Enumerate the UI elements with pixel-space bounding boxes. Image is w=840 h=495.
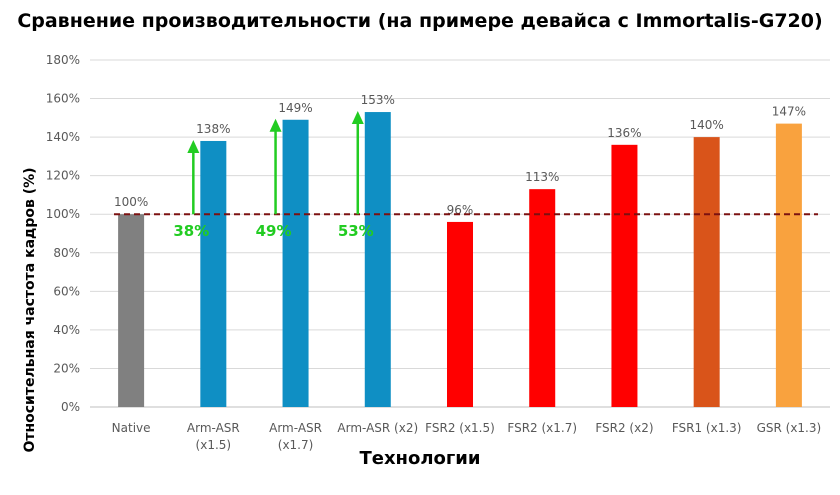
y-tick-label: 120% [46, 169, 80, 183]
y-tick-label: 100% [46, 207, 80, 221]
bar [529, 189, 556, 407]
data-label: 113% [525, 170, 559, 184]
bar [364, 112, 391, 408]
y-tick-label: 80% [53, 246, 80, 260]
bar [447, 221, 473, 407]
x-tick-label: FSR2 (x2) [595, 421, 653, 435]
y-tick-label: 180% [46, 53, 80, 67]
arrowhead [269, 118, 282, 132]
x-tick-label: FSR1 (x1.3) [672, 421, 742, 435]
x-tick-label: Arm-ASR (x2) [337, 421, 418, 435]
data-label: 147% [772, 105, 806, 119]
arrowhead [187, 139, 200, 153]
bar [282, 119, 309, 407]
bar [775, 123, 802, 407]
x-tick-label: FSR2 (x1.5) [425, 421, 495, 435]
data-label: 153% [361, 93, 395, 107]
data-label: 149% [278, 101, 312, 115]
data-label: 138% [196, 122, 230, 136]
chart-title: Сравнение производительности (на примере… [17, 10, 823, 32]
y-tick-label: 140% [46, 130, 80, 144]
x-tick-label: Arm-ASR [187, 421, 240, 435]
data-label: 136% [607, 126, 641, 140]
y-tick-label: 160% [46, 92, 80, 106]
x-axis-label: Технологии [359, 448, 481, 469]
x-tick-label: GSR (x1.3) [757, 421, 822, 435]
uplift-label: 38% [173, 222, 209, 240]
y-tick-label: 0% [61, 400, 80, 414]
y-axis-label: Относительная частота кадров (%) [22, 167, 38, 453]
x-tick-label: FSR2 (x1.7) [507, 421, 577, 435]
x-tick-label: Native [112, 421, 151, 435]
bar [118, 214, 145, 407]
arrowhead [351, 111, 364, 125]
bar [611, 144, 638, 408]
x-tick-label: (x1.5) [196, 438, 232, 452]
y-tick-label: 20% [53, 361, 80, 375]
bar [200, 140, 227, 407]
bar [693, 137, 720, 407]
data-label: 140% [690, 118, 724, 132]
uplift-label: 49% [256, 222, 292, 240]
y-tick-label: 40% [53, 323, 80, 337]
x-tick-label: (x1.7) [278, 438, 314, 452]
data-label: 100% [114, 195, 148, 209]
x-tick-label: Arm-ASR [269, 421, 322, 435]
uplift-label: 53% [338, 222, 374, 240]
y-tick-label: 60% [53, 284, 80, 298]
